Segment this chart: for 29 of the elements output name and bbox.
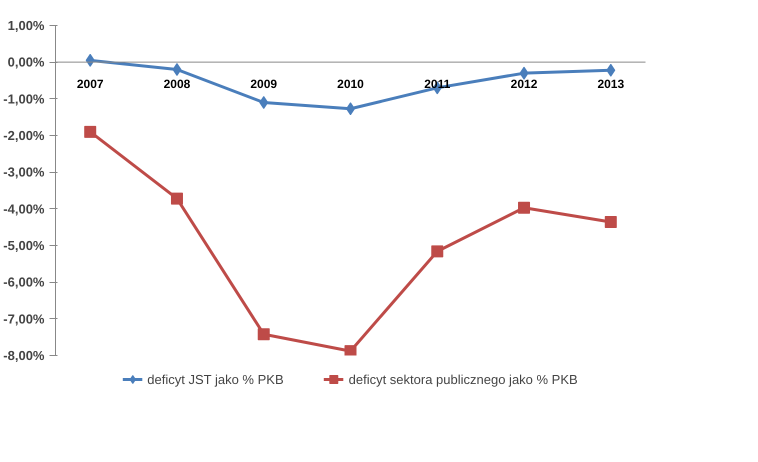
y-tick-label: -4,00%: [3, 201, 45, 216]
y-tick-label: -6,00%: [3, 274, 45, 290]
x-tick-label: 2010: [337, 77, 364, 92]
y-tick-label: -8,00%: [3, 348, 45, 363]
y-tick-label: -2,00%: [3, 128, 45, 143]
x-tick-label: 2012: [510, 77, 538, 92]
point: [520, 66, 529, 80]
y-tick-label: 0,00%: [8, 54, 45, 70]
point: [604, 216, 617, 228]
point: [84, 126, 96, 138]
point: [344, 345, 356, 356]
legend-label: deficyt sektora publicznego jako % PKB: [348, 372, 578, 386]
x-tick-label: 2013: [597, 77, 624, 92]
point: [606, 64, 616, 77]
legend-label: deficyt JST jako % PKB: [147, 372, 284, 386]
point: [258, 328, 270, 340]
y-tick-label: -5,00%: [3, 238, 45, 253]
y-tick-label: -1,00%: [3, 91, 45, 106]
y-tick-label: -3,00%: [3, 164, 45, 180]
point: [170, 192, 183, 205]
x-tick-label: 2007: [76, 77, 104, 92]
point: [431, 245, 444, 258]
point: [259, 96, 268, 109]
point: [518, 202, 530, 214]
point: [172, 63, 182, 76]
y-tick-label: 1,00%: [8, 18, 45, 33]
y-tick-label: -7,00%: [3, 311, 45, 326]
x-tick-label: 2008: [164, 77, 191, 92]
x-tick-label: 2009: [250, 77, 278, 92]
